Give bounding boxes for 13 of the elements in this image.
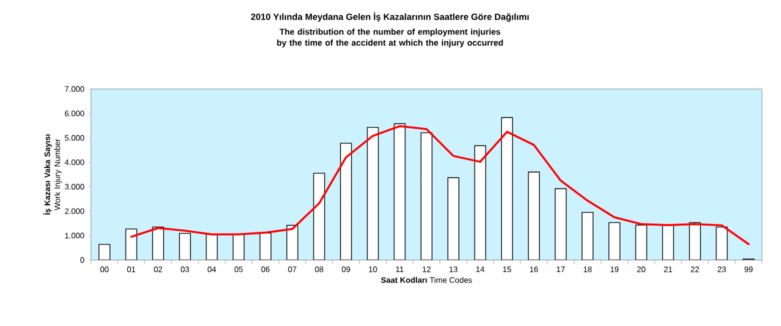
line-series bbox=[130, 125, 750, 246]
bar bbox=[635, 224, 648, 260]
bar bbox=[528, 172, 540, 260]
bar bbox=[716, 226, 728, 260]
bar bbox=[447, 177, 460, 260]
bar bbox=[206, 234, 218, 260]
bar bbox=[474, 145, 486, 260]
bar bbox=[420, 132, 432, 260]
bar bbox=[394, 123, 406, 260]
chart-subtitle: The distribution of the number of employment injuries by the time of the accident at which the injury occurred bbox=[277, 28, 503, 48]
bar bbox=[554, 188, 567, 260]
chart-title: 2010 Yılında Meydana Gelen İş Kazalarının Saatlere Göre Dağılımı bbox=[251, 12, 529, 22]
bar bbox=[366, 126, 379, 260]
